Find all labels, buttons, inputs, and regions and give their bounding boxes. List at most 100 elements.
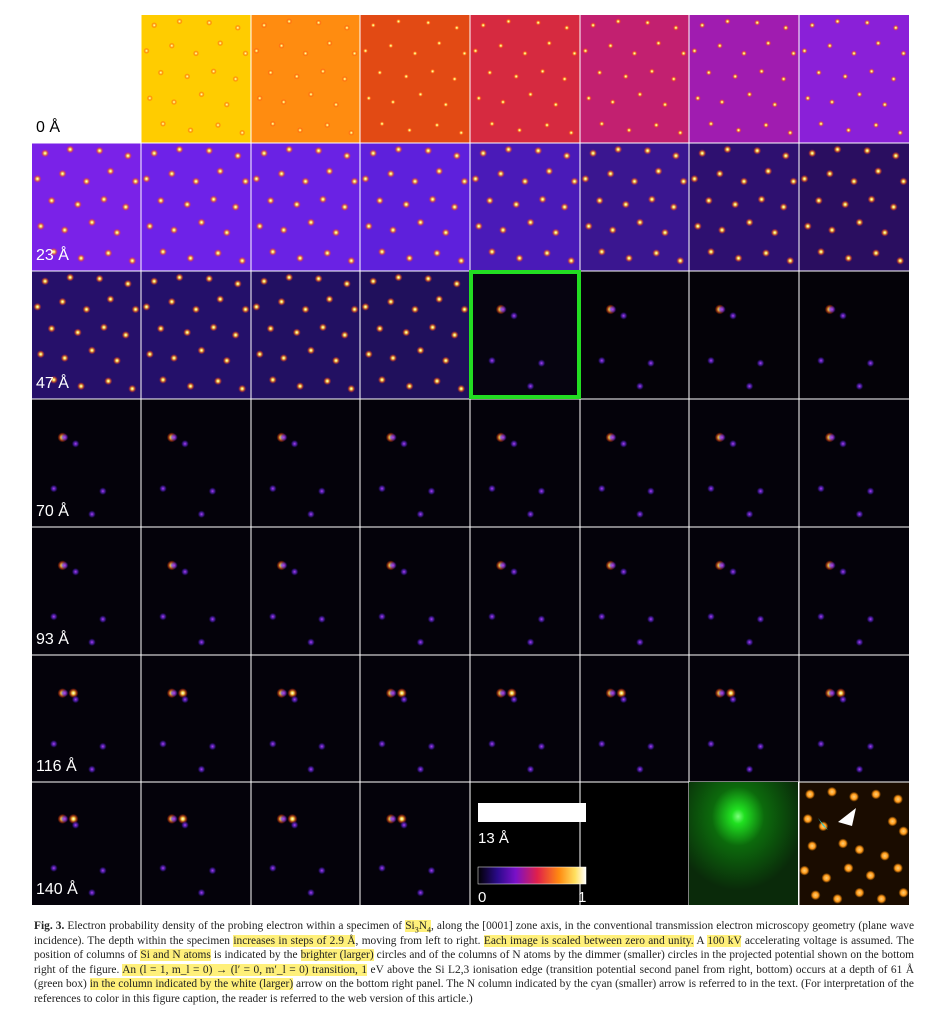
density-peak xyxy=(626,127,633,134)
density-peak xyxy=(260,277,269,286)
dim-peak xyxy=(170,689,178,698)
density-peak xyxy=(145,350,154,359)
density-peak xyxy=(193,50,199,57)
dim-peak xyxy=(718,433,726,442)
density-peak xyxy=(841,200,850,209)
density-peak xyxy=(364,350,373,359)
density-peak xyxy=(326,40,333,47)
probability-density-panel xyxy=(251,782,360,905)
dim-peak xyxy=(729,311,737,320)
density-peak xyxy=(223,101,230,108)
density-peak xyxy=(159,375,167,384)
density-peak xyxy=(192,177,200,186)
density-peak xyxy=(762,249,770,258)
dim-peak xyxy=(619,695,628,704)
density-peak xyxy=(361,174,370,183)
depth-label: 23 Å xyxy=(36,245,69,264)
caption-highlight: Each image is scaled between zero and un… xyxy=(483,934,694,947)
density-peak xyxy=(416,346,425,355)
density-peak xyxy=(167,297,176,306)
density-peak xyxy=(584,222,593,231)
dim-peak xyxy=(537,359,546,368)
density-peak xyxy=(324,122,331,129)
dim-peak xyxy=(98,487,107,496)
density-peak xyxy=(406,127,413,134)
dim-peak xyxy=(49,484,58,493)
probability-density-panel xyxy=(580,655,689,782)
density-peak xyxy=(614,145,623,154)
density-peak xyxy=(268,247,277,256)
dim-peak xyxy=(635,510,644,519)
density-peak xyxy=(104,249,113,258)
density-peak xyxy=(416,218,425,227)
atom-column xyxy=(818,821,829,832)
density-peak xyxy=(266,196,275,205)
dim-peak xyxy=(635,382,644,391)
density-peak xyxy=(538,195,547,204)
probability-density-panel xyxy=(32,527,141,655)
density-peak xyxy=(333,101,340,108)
density-peak xyxy=(175,145,184,154)
density-peak xyxy=(277,169,286,178)
dim-peak xyxy=(208,866,217,875)
density-peak xyxy=(441,228,450,237)
density-peak xyxy=(872,249,880,258)
dim-peak xyxy=(745,382,754,391)
dim-peak xyxy=(159,612,167,621)
dim-peak xyxy=(208,615,217,624)
density-peak xyxy=(690,174,699,183)
density-peak xyxy=(87,346,96,355)
density-peak xyxy=(818,120,824,127)
density-peak xyxy=(471,174,480,183)
dim-peak xyxy=(866,359,875,368)
density-peak xyxy=(615,18,622,25)
density-peak xyxy=(60,226,69,235)
caption-highlight: An (l = 1, m_l = 0) → (l′ = 0, m′_l = 0)… xyxy=(122,963,368,976)
depth-label: 47 Å xyxy=(36,373,69,392)
density-peak xyxy=(256,95,263,102)
dim-peak xyxy=(208,487,217,496)
atom-column xyxy=(849,791,859,802)
density-peak xyxy=(635,218,644,227)
density-peak xyxy=(222,356,231,365)
dim-peak xyxy=(181,567,189,576)
dim-peak xyxy=(855,765,864,774)
dim-peak xyxy=(71,695,80,704)
density-peak xyxy=(285,273,294,282)
dim-peak xyxy=(756,615,765,624)
density-peak xyxy=(186,254,195,263)
density-peak xyxy=(145,222,154,231)
dim-peak xyxy=(817,356,825,365)
dim-peak xyxy=(707,484,715,493)
atom-column xyxy=(893,863,903,874)
dim-peak xyxy=(208,742,217,751)
probability-density-panel xyxy=(360,399,470,527)
density-peak xyxy=(142,174,151,183)
dim-peak xyxy=(510,695,518,704)
probability-density-panel xyxy=(580,271,689,399)
density-peak xyxy=(867,195,876,204)
caption-highlight: increases in steps of 2.9 Å xyxy=(233,934,356,947)
density-peak xyxy=(215,122,221,129)
density-peak xyxy=(458,129,465,136)
density-peak xyxy=(789,177,798,186)
dim-peak xyxy=(427,615,436,624)
dim-peak xyxy=(181,821,189,830)
dim-peak xyxy=(488,484,496,493)
dim-peak xyxy=(619,439,628,448)
dim-peak xyxy=(268,484,277,493)
density-peak xyxy=(864,19,871,26)
density-peak xyxy=(233,279,242,288)
density-peak xyxy=(504,145,513,154)
density-peak xyxy=(175,273,184,282)
atom-column xyxy=(887,816,898,827)
density-peak xyxy=(472,47,479,54)
density-peak xyxy=(715,169,724,178)
density-peak xyxy=(863,146,872,155)
density-peak xyxy=(900,50,907,57)
density-peak xyxy=(765,40,772,47)
density-peak xyxy=(801,47,808,54)
dim-peak xyxy=(197,765,206,774)
density-peak xyxy=(676,256,685,265)
dim-peak xyxy=(49,739,58,748)
